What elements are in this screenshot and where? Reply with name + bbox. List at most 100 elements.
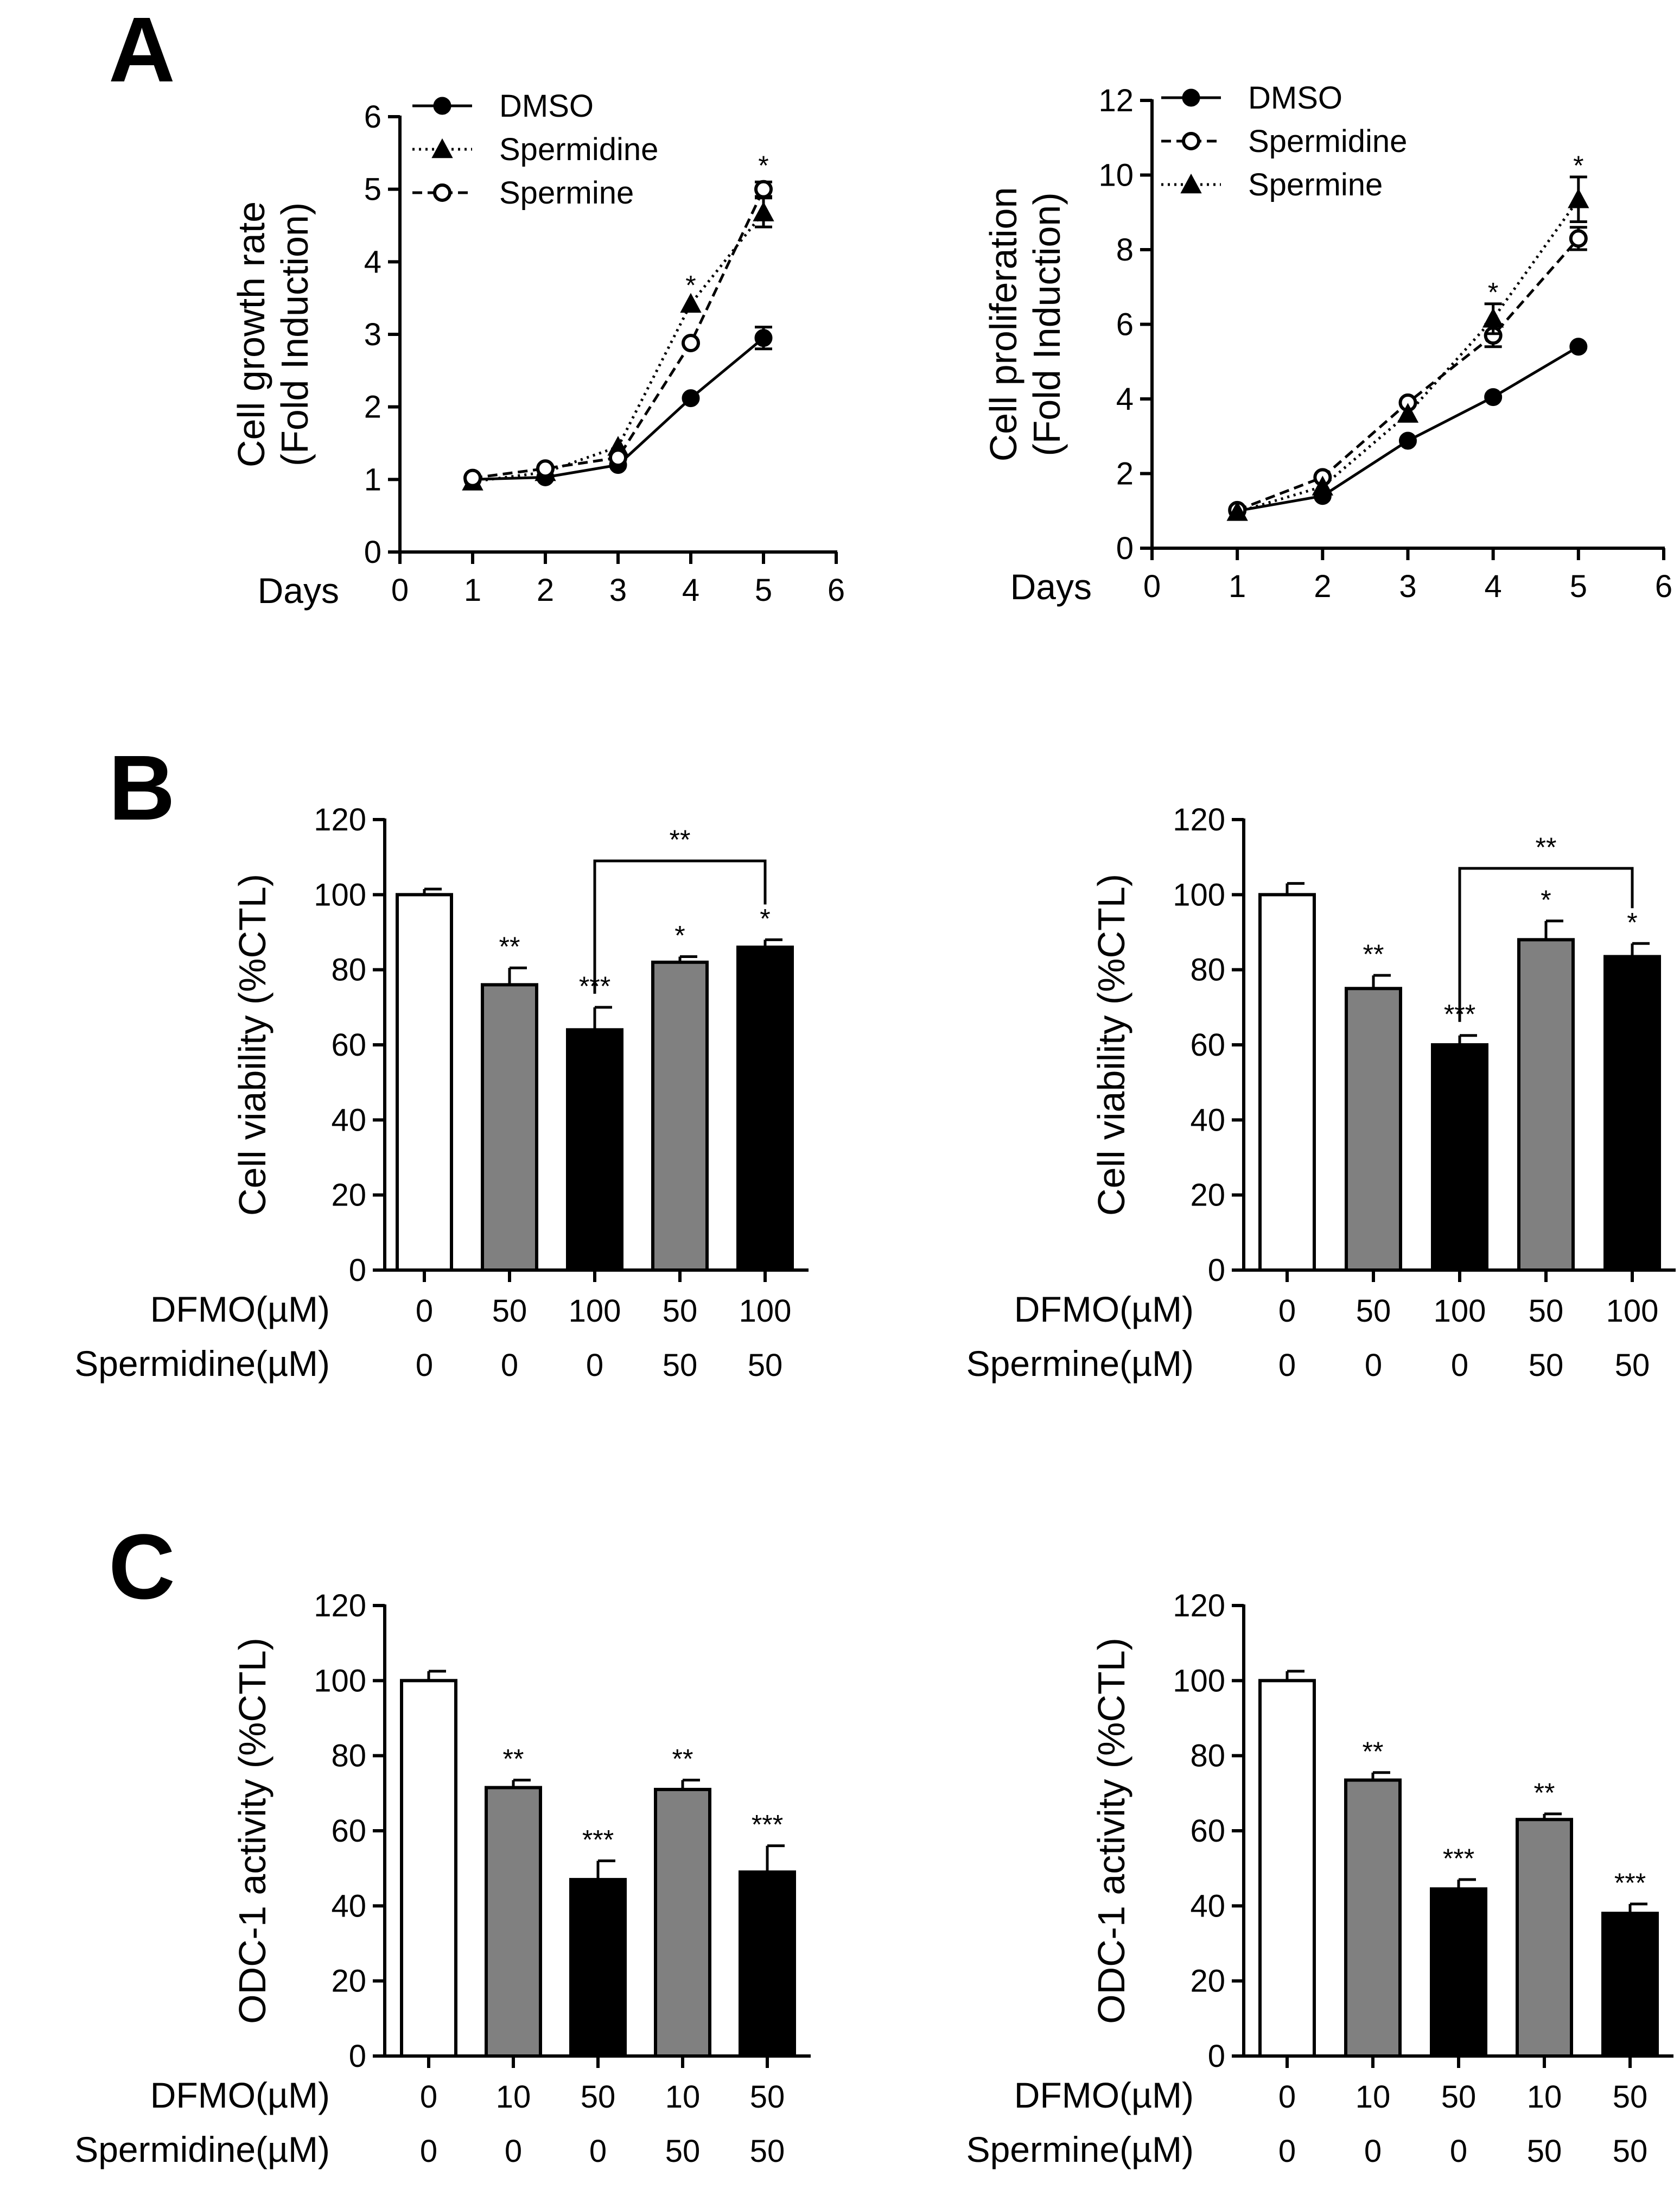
treatment-value: 0 xyxy=(420,2134,437,2169)
legend-label: Spermidine xyxy=(499,132,658,167)
y-tick-label: 100 xyxy=(1173,1663,1225,1698)
significance-star: * xyxy=(685,270,696,300)
treatment-value: 0 xyxy=(1450,2134,1467,2169)
y-tick-label: 100 xyxy=(314,877,366,912)
x-tick-label: 3 xyxy=(1399,569,1416,604)
significance-star: ** xyxy=(1363,939,1384,969)
bar-2 xyxy=(1345,987,1402,1272)
significance-star: ** xyxy=(503,1744,524,1774)
legend-label: Spermine xyxy=(1248,167,1383,202)
treatment-value: 50 xyxy=(750,2134,785,2169)
data-point-spermidine xyxy=(1569,229,1588,248)
bar-4 xyxy=(1516,1818,1573,2058)
data-point-dmso xyxy=(1399,432,1417,450)
data-point-spermine xyxy=(1397,403,1419,423)
y-tick-label: 2 xyxy=(1116,456,1134,492)
significance-star: ** xyxy=(499,931,520,962)
y-tick-label: 0 xyxy=(349,2039,366,2074)
data-point-spermine xyxy=(682,334,700,353)
bar-5 xyxy=(736,946,794,1272)
x-tick-label: 6 xyxy=(1655,569,1672,604)
treatment-value: 0 xyxy=(1278,2079,1296,2115)
x-tick-label: 0 xyxy=(1143,569,1161,604)
bar-1 xyxy=(400,1679,457,2058)
x-tick-label: 3 xyxy=(609,573,627,608)
significance-star: * xyxy=(760,903,770,934)
treatment-value: 50 xyxy=(1441,2079,1477,2115)
treatment-value: 100 xyxy=(739,1293,792,1329)
treatment-value: 0 xyxy=(505,2134,522,2169)
treatment-row-label: Spermidine(µM) xyxy=(74,1343,330,1384)
treatment-value: 0 xyxy=(501,1348,518,1383)
bracket-star: ** xyxy=(670,824,691,855)
data-point-spermine xyxy=(536,459,555,478)
y-tick-label: 0 xyxy=(349,1253,366,1288)
bar-5 xyxy=(1601,1912,1659,2058)
data-point-spermine xyxy=(1312,475,1334,496)
data-point-spermine xyxy=(1482,308,1504,328)
bar-5 xyxy=(1603,955,1661,1272)
y-tick-label: 100 xyxy=(314,1663,366,1698)
y-tick-label: 0 xyxy=(1208,2039,1225,2074)
treatment-row-label: DFMO(µM) xyxy=(1014,2075,1194,2115)
significance-star: * xyxy=(1573,150,1583,181)
treatment-value: 10 xyxy=(1356,2079,1391,2115)
bar-3 xyxy=(569,1877,627,2058)
legend-marker xyxy=(431,138,453,158)
treatment-value: 50 xyxy=(1529,1293,1564,1329)
y-tick-label: 80 xyxy=(331,1738,366,1774)
treatment-value: 50 xyxy=(1613,2079,1648,2115)
data-point-spermidine xyxy=(680,293,702,313)
y-tick-label: 40 xyxy=(331,1102,366,1138)
bar-3 xyxy=(1431,1043,1488,1272)
treatment-value: 50 xyxy=(1529,1348,1564,1383)
bar-4 xyxy=(1517,938,1575,1272)
legend-marker xyxy=(1180,173,1202,194)
x-tick-label: 5 xyxy=(1570,569,1587,604)
treatment-value: 10 xyxy=(1527,2079,1562,2115)
x-tick-label: 2 xyxy=(537,573,554,608)
bar-1 xyxy=(1258,1679,1316,2058)
significance-star: *** xyxy=(582,1824,614,1855)
y-axis-label: Cell viability (%CTL) xyxy=(231,874,273,1216)
y-axis-label: ODC-1 activity (%CTL) xyxy=(231,1638,273,2024)
treatment-row-label: DFMO(µM) xyxy=(1014,1289,1194,1329)
x-tick-label: 2 xyxy=(1314,569,1331,604)
significance-star: * xyxy=(1541,885,1551,915)
y-tick-label: 2 xyxy=(364,390,381,425)
legend-label: Spermine xyxy=(499,175,634,211)
bar-1 xyxy=(1258,893,1316,1272)
treatment-value: 100 xyxy=(1434,1293,1486,1329)
y-tick-label: 4 xyxy=(1116,382,1134,417)
legend-label: Spermidine xyxy=(1248,124,1407,159)
significance-star: *** xyxy=(752,1810,783,1840)
panel-label-a: A xyxy=(109,0,175,101)
treatment-value: 50 xyxy=(1613,2134,1648,2169)
y-tick-label: 6 xyxy=(1116,307,1134,342)
treatment-value: 50 xyxy=(1527,2134,1562,2169)
y-tick-label: 20 xyxy=(331,1964,366,1999)
treatment-value: 50 xyxy=(748,1348,783,1383)
treatment-value: 0 xyxy=(1365,1348,1382,1383)
bar-2 xyxy=(481,983,538,1272)
y-tick-label: 10 xyxy=(1098,158,1134,193)
bar-4 xyxy=(654,1787,711,2058)
treatment-value: 50 xyxy=(1356,1293,1391,1329)
data-point-dmso xyxy=(1569,338,1588,356)
treatment-value: 50 xyxy=(1615,1348,1650,1383)
legend-marker xyxy=(1182,88,1200,107)
y-tick-label: 0 xyxy=(1116,531,1134,566)
y-tick-label: 80 xyxy=(1190,953,1225,988)
data-point-dmso xyxy=(754,329,773,347)
y-tick-label: 40 xyxy=(1190,1102,1225,1138)
y-tick-label: 1 xyxy=(364,462,381,497)
significance-star: ** xyxy=(1363,1736,1384,1767)
treatment-row-label: DFMO(µM) xyxy=(150,1289,330,1329)
treatment-value: 50 xyxy=(581,2079,616,2115)
treatment-row-label: Spermine(µM) xyxy=(966,2129,1194,2169)
